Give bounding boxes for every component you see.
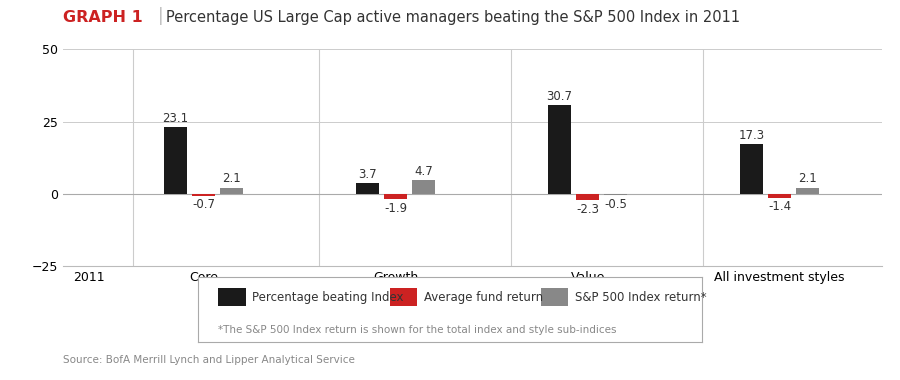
Bar (220, 188, 243, 194)
Bar (768, 194, 791, 198)
Text: -0.5: -0.5 (605, 198, 627, 211)
Text: Average fund return: Average fund return (424, 291, 543, 304)
Bar (576, 194, 599, 200)
Text: *The S&P 500 Index return is shown for the total index and style sub-indices: *The S&P 500 Index return is shown for t… (218, 325, 616, 336)
Text: 30.7: 30.7 (546, 90, 572, 103)
Text: 2.1: 2.1 (222, 173, 241, 185)
Text: 2.1: 2.1 (798, 173, 817, 185)
Text: -1.4: -1.4 (768, 200, 791, 213)
Text: S&P 500 Index return*: S&P 500 Index return* (575, 291, 706, 304)
Bar (384, 194, 407, 199)
Text: Source: BofA Merrill Lynch and Lipper Analytical Service: Source: BofA Merrill Lynch and Lipper An… (63, 355, 355, 365)
Bar (412, 180, 436, 194)
Text: 17.3: 17.3 (738, 128, 764, 141)
Text: |: | (158, 7, 163, 25)
Text: 3.7: 3.7 (358, 168, 377, 181)
Text: GRAPH 1: GRAPH 1 (63, 10, 143, 25)
Bar (193, 194, 215, 196)
Text: -0.7: -0.7 (193, 198, 215, 211)
Text: Percentage beating Index: Percentage beating Index (252, 291, 404, 304)
Bar (356, 183, 379, 194)
Text: Percentage US Large Cap active managers beating the S&P 500 Index in 2011: Percentage US Large Cap active managers … (166, 10, 741, 25)
Text: 23.1: 23.1 (163, 112, 189, 125)
Text: -2.3: -2.3 (576, 203, 599, 216)
Text: 4.7: 4.7 (415, 165, 433, 178)
Bar (164, 127, 187, 194)
FancyBboxPatch shape (218, 288, 246, 306)
Bar (796, 188, 819, 194)
Bar (604, 194, 627, 195)
Bar (740, 144, 763, 194)
FancyBboxPatch shape (541, 288, 569, 306)
Bar (548, 105, 571, 194)
Text: -1.9: -1.9 (384, 202, 408, 215)
FancyBboxPatch shape (390, 288, 418, 306)
